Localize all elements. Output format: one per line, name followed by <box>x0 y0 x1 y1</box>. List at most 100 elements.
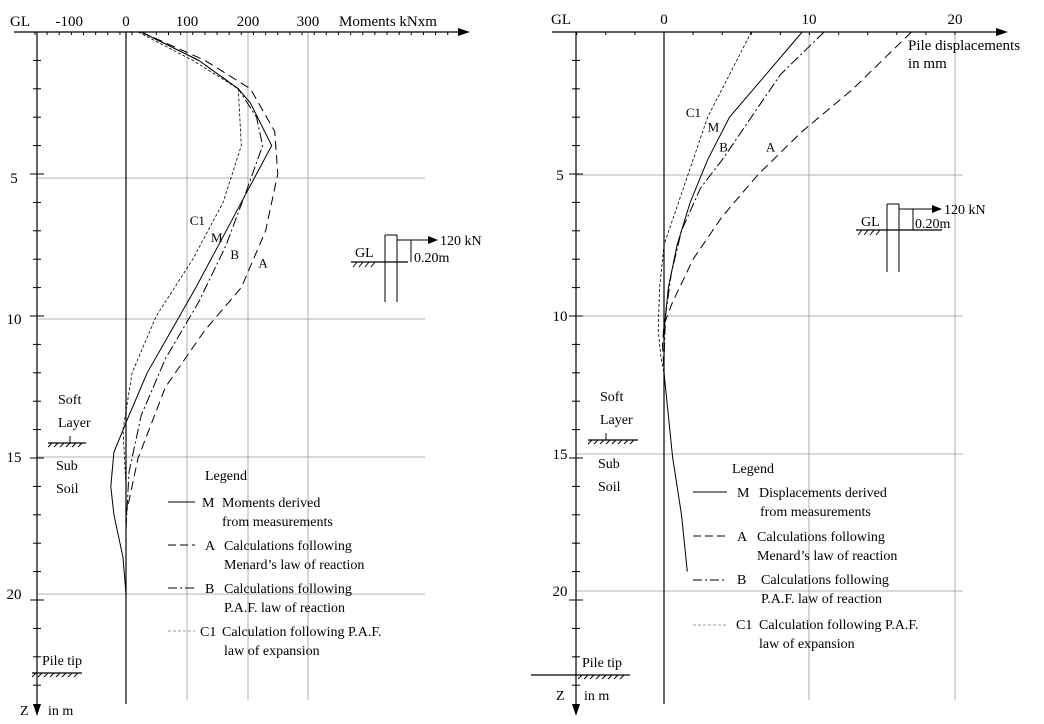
soft-layer-label-line2: Layer <box>58 416 91 431</box>
curve-label-m: M <box>211 230 223 245</box>
x-axis-title: Pile displacements <box>908 38 1020 54</box>
legend-text-a-2: Menard’s law of reaction <box>757 549 897 564</box>
series-a-line <box>661 31 912 373</box>
legend-text-a-1: Calculations following <box>757 530 885 545</box>
z-tick-label-10: 10 <box>553 309 568 325</box>
displacements-curve-labels: C1 MB A <box>686 105 776 154</box>
x-tick-label-neg100: -100 <box>56 14 84 30</box>
z-axis-label: Z <box>20 704 29 719</box>
legend-text-m-2: from measurements <box>222 515 333 530</box>
moments-series <box>110 31 279 671</box>
ground-level-label: GL <box>551 12 571 28</box>
legend-symbol-m: M <box>737 486 750 501</box>
z-axis-unit: in m <box>48 704 73 719</box>
z-tick-label-20: 20 <box>7 587 22 603</box>
sub-soil-label-line2: Soil <box>56 482 79 497</box>
inset-force-arrow-icon <box>932 205 942 213</box>
legend-symbol-b: B <box>205 582 214 597</box>
curve-label-m: M <box>708 119 720 134</box>
pile-tip-hatch-icon <box>577 674 625 680</box>
legend-title: Legend <box>732 462 774 477</box>
legend-symbol-m: M <box>202 496 215 511</box>
legend-symbol-c1: C1 <box>200 625 216 640</box>
legend-text-a-1: Calculations following <box>224 539 352 554</box>
curve-label-b: B <box>719 139 728 154</box>
inset-force-label: 120 kN <box>944 203 986 218</box>
legend-text-m-1: Moments derived <box>222 496 320 511</box>
sub-soil-label-line2: Soil <box>598 480 621 495</box>
pile-load-inset: GL 120 kN 0.20m <box>351 234 482 302</box>
x-axis-title: Moments kNxm <box>339 14 437 30</box>
sub-soil-label-line1: Sub <box>56 459 78 474</box>
x-tick-label-100: 100 <box>176 14 199 30</box>
x-minor-ticks <box>34 32 461 35</box>
legend-text-c1-1: Calculation following P.A.F. <box>222 625 382 640</box>
legend-text-c1-2: law of expansion <box>759 637 855 652</box>
inset-force-arrow-icon <box>428 236 438 244</box>
displacements-panel: GL 0 10 20 Pile displacements in mm 5 10… <box>531 12 1020 716</box>
legend-symbol-c1: C1 <box>736 618 752 633</box>
legend-text-b-2: P.A.F. law of reaction <box>224 601 345 616</box>
inset-gl-label: GL <box>861 215 880 230</box>
z-tick-label-15: 15 <box>553 447 568 463</box>
legend-text-a-2: Menard’s law of reaction <box>224 558 364 573</box>
moments-panel: GL -100 0 100 200 300 Moments kNxm 5 10 … <box>7 14 482 719</box>
inset-force-label: 120 kN <box>440 234 482 249</box>
pile-load-inset: GL 120 kN 0.20m <box>856 203 986 272</box>
legend-text-m-2: from measurements <box>760 505 871 520</box>
pile-tip-label: Pile tip <box>42 654 82 669</box>
x-tick-label-20: 20 <box>948 12 963 28</box>
series-c1-line <box>657 31 752 373</box>
z-minor-ticks <box>30 59 44 686</box>
moments-legend: Legend M Moments derived from measuremen… <box>168 469 382 659</box>
x-tick-label-0: 0 <box>660 12 668 28</box>
curve-label-b: B <box>230 247 239 262</box>
inset-offset-label: 0.20m <box>915 217 951 232</box>
displacements-legend: Legend M Displacements derived from meas… <box>693 462 919 652</box>
legend-text-b-2: P.A.F. law of reaction <box>761 592 882 607</box>
x-axis-arrow-icon <box>458 28 470 36</box>
z-axis-label: Z <box>556 689 565 704</box>
series-b-line <box>125 31 264 671</box>
z-tick-label-20: 20 <box>553 584 568 600</box>
x-tick-label-200: 200 <box>237 14 260 30</box>
legend-text-c1-2: law of expansion <box>224 644 320 659</box>
series-a-line <box>125 31 279 671</box>
curve-label-a: A <box>766 139 776 154</box>
sub-soil-label-line1: Sub <box>598 457 620 472</box>
z-tick-label-5: 5 <box>10 171 18 187</box>
inset-ground-hatch-icon <box>352 261 376 268</box>
moments-curve-labels: C1 MB A <box>190 213 269 271</box>
legend-symbol-a: A <box>205 539 216 554</box>
soft-layer-label-line2: Layer <box>600 413 633 428</box>
curve-label-c1: C1 <box>686 105 701 120</box>
layer-boundary-hatch-icon <box>47 442 83 448</box>
inset-gl-label: GL <box>355 246 374 261</box>
x-tick-label-10: 10 <box>802 12 817 28</box>
moments-grid <box>37 32 425 700</box>
x-minor-ticks <box>576 32 956 35</box>
z-axis-arrow-icon <box>33 704 41 716</box>
curve-label-c1: C1 <box>190 213 205 228</box>
legend-text-m-1: Displacements derived <box>759 486 887 501</box>
series-m-line <box>110 31 273 595</box>
x-axis-unit: in mm <box>908 56 947 72</box>
series-c1-line <box>122 31 242 671</box>
x-tick-label-300: 300 <box>297 14 320 30</box>
pile-tip-hatch-icon <box>31 672 79 678</box>
displacements-grid <box>576 32 963 700</box>
pile-tip-label: Pile tip <box>582 656 622 671</box>
soft-layer-label-line1: Soft <box>600 390 623 405</box>
legend-text-b-1: Calculations following <box>761 573 889 588</box>
x-axis-arrow-icon <box>996 28 1008 36</box>
legend-text-b-1: Calculations following <box>224 582 352 597</box>
legend-symbol-a: A <box>737 530 748 545</box>
z-tick-label-15: 15 <box>7 450 22 466</box>
curve-label-a: A <box>258 256 268 271</box>
x-tick-label-0: 0 <box>122 14 130 30</box>
legend-title: Legend <box>205 469 247 484</box>
inset-ground-hatch-icon <box>857 229 881 236</box>
soft-layer-label-line1: Soft <box>58 393 81 408</box>
